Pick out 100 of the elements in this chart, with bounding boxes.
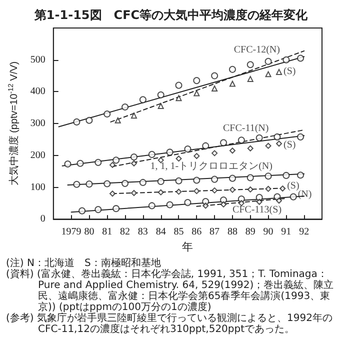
point [86, 180, 93, 188]
point [229, 80, 236, 87]
text: (注) N：北海道 S：南極昭和基地 [6, 258, 162, 269]
point [86, 116, 93, 124]
x-tick-label: 89 [245, 226, 256, 238]
point [122, 103, 129, 110]
point [276, 140, 282, 147]
point [282, 172, 290, 179]
point [276, 198, 282, 204]
point [228, 66, 236, 73]
point [139, 96, 146, 104]
point [194, 188, 200, 194]
point [202, 202, 209, 209]
point [265, 142, 272, 149]
point [122, 180, 129, 187]
y-tick-label: 400 [30, 86, 46, 98]
series-label: CFC-113(S) [232, 204, 282, 216]
point [276, 68, 282, 75]
point [220, 139, 228, 146]
point [114, 117, 121, 124]
point [94, 158, 102, 166]
point [76, 160, 84, 167]
point [280, 186, 286, 192]
point [247, 145, 254, 152]
x-tick-label: 92 [299, 226, 310, 238]
point [246, 61, 254, 68]
point [220, 201, 227, 208]
point [193, 77, 200, 84]
x-tick-label: 83 [138, 226, 148, 238]
x-tick-label: 91 [281, 226, 292, 238]
point [73, 118, 80, 126]
point [130, 190, 137, 196]
series-label: (S) [284, 140, 296, 151]
point [194, 153, 200, 160]
point [229, 186, 236, 193]
point [157, 178, 164, 186]
point [176, 156, 182, 162]
x-tick-label: 85 [174, 226, 184, 238]
point [166, 201, 174, 208]
point [212, 187, 218, 194]
point [166, 148, 174, 156]
x-tick-label: 84 [156, 226, 166, 238]
point [130, 153, 138, 160]
x-tick-label: 87 [210, 226, 220, 238]
point [104, 180, 111, 188]
point [130, 160, 137, 166]
x-tick-label: 82 [120, 226, 130, 238]
point [274, 133, 281, 140]
x-axis-title: 年 [182, 242, 194, 254]
point [202, 142, 210, 150]
y-tick-label: 0 [40, 214, 46, 225]
point [297, 133, 304, 140]
point [211, 176, 218, 183]
y-tick-label: 300 [30, 118, 46, 130]
point [184, 146, 192, 153]
point [78, 207, 86, 214]
x-tick-label: 80 [84, 226, 94, 238]
x-tick-label: 1979 [61, 226, 82, 238]
series-label: (S) [287, 180, 300, 192]
point [109, 190, 116, 197]
point [112, 156, 120, 164]
point [148, 202, 156, 210]
point [94, 206, 102, 214]
point [265, 71, 272, 78]
point [264, 172, 272, 180]
y-tick-label: 500 [30, 54, 46, 66]
point [238, 136, 245, 144]
point [246, 174, 254, 182]
point [265, 186, 272, 192]
point [194, 90, 200, 96]
point [229, 148, 236, 154]
point [256, 134, 263, 142]
point [130, 112, 137, 119]
point [256, 194, 263, 201]
series-label: 1, 1, 1-トリクロロエタン(N) [150, 161, 272, 172]
point [176, 95, 182, 102]
point [211, 72, 218, 80]
series-label: (N) [298, 188, 312, 200]
point [104, 110, 111, 118]
point [220, 196, 228, 204]
text: (参考) 気象庁が岩手県三陸町綾里で行っている観測によると、1992年のCFC-11,12の濃度はそれぞれ310ppt,520pptであった。 [6, 313, 334, 335]
y-tick-label: 100 [30, 182, 46, 193]
x-tick-label: 88 [227, 226, 238, 238]
point [73, 180, 80, 188]
point [212, 150, 218, 156]
chart-title: 第1-1-15図 CFC等の大気中平均濃度の経年変化 [33, 8, 309, 22]
text: (資料) (富永健、巻出義紘：日本化学会誌, 1991, 351；T. Tominaga：Pure and Applied Chemistry. 64, 529(1992)；巻出義紘、陳立民、遠嶋康徳、富永健：日本化学会第65春季年会講演(1993、東京)) (pptはppmの100万分の1の濃度) [6, 269, 335, 313]
point [193, 176, 200, 184]
point [256, 198, 262, 205]
point [247, 186, 254, 192]
point [64, 160, 72, 168]
point [157, 91, 164, 98]
point [290, 193, 297, 200]
x-tick-label: 81 [102, 226, 112, 238]
point [112, 205, 120, 212]
series-label: CFC-11(N) [222, 122, 269, 134]
point [297, 172, 304, 179]
x-tick-label: 86 [192, 226, 202, 238]
x-tick-label: 90 [263, 226, 274, 238]
point [282, 56, 290, 64]
